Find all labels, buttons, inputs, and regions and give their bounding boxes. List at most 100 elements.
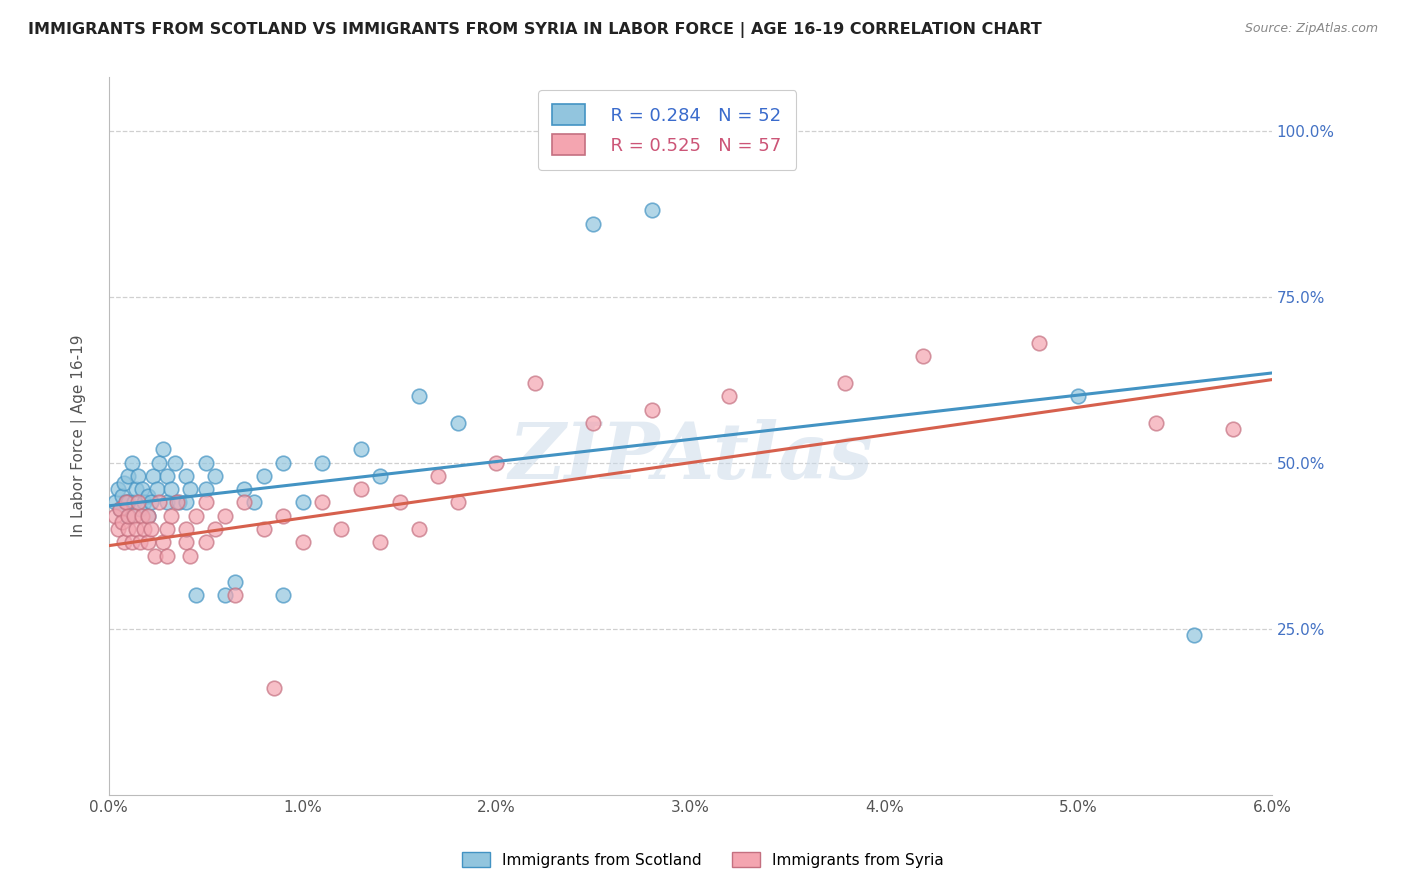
Point [214,508,236,523]
Point [233,482,256,496]
Point [159,482,181,496]
Text: Source: ZipAtlas.com: Source: ZipAtlas.com [1244,22,1378,36]
Point [111,516,134,530]
Point [166,495,188,509]
Point [141,522,163,536]
Point [204,469,226,483]
Point [311,495,333,509]
Point [718,389,741,403]
Point [582,416,605,430]
Point [136,489,159,503]
Point [110,502,132,516]
Point [136,508,159,523]
Point [132,495,155,509]
Point [582,217,605,231]
Point [125,482,148,496]
Point [350,482,373,496]
Point [156,495,179,509]
Point [136,508,159,523]
Point [224,575,246,590]
Point [117,508,139,523]
Point [117,469,139,483]
Point [447,416,470,430]
Point [427,469,450,483]
Point [253,469,276,483]
Point [112,475,135,490]
Point [112,535,135,549]
Point [194,535,217,549]
Text: ZIPAtlas: ZIPAtlas [508,419,873,496]
Point [224,589,246,603]
Point [350,442,373,457]
Point [132,522,155,536]
Point [330,522,353,536]
Point [640,203,662,218]
Point [176,522,198,536]
Point [152,442,174,457]
Point [131,508,153,523]
Point [143,549,166,563]
Point [194,456,217,470]
Point [117,495,139,509]
Point [1067,389,1090,403]
Point [103,508,125,523]
Legend:   R = 0.284   N = 52,   R = 0.525   N = 57: R = 0.284 N = 52, R = 0.525 N = 57 [538,90,796,169]
Point [1144,416,1167,430]
Text: IMMIGRANTS FROM SCOTLAND VS IMMIGRANTS FROM SYRIA IN LABOR FORCE | AGE 16-19 COR: IMMIGRANTS FROM SCOTLAND VS IMMIGRANTS F… [28,22,1042,38]
Point [194,482,217,496]
Point [115,495,138,509]
Point [141,495,163,509]
Point [136,535,159,549]
Point [233,495,256,509]
Legend: Immigrants from Scotland, Immigrants from Syria: Immigrants from Scotland, Immigrants fro… [454,844,952,875]
Point [194,495,217,509]
Point [524,376,547,390]
Point [110,502,132,516]
Point [184,508,207,523]
Point [117,508,139,523]
Point [142,469,165,483]
Point [103,495,125,509]
Point [131,482,153,496]
Point [271,589,294,603]
Point [115,495,138,509]
Point [485,456,508,470]
Point [127,469,149,483]
Point [152,535,174,549]
Y-axis label: In Labor Force | Age 16-19: In Labor Force | Age 16-19 [72,334,87,537]
Point [1222,422,1244,436]
Point [148,495,170,509]
Point [368,469,391,483]
Point [291,535,314,549]
Point [834,376,856,390]
Point [243,495,266,509]
Point [179,482,201,496]
Point [176,495,198,509]
Point [179,549,201,563]
Point [159,508,181,523]
Point [111,489,134,503]
Point [640,402,662,417]
Point [388,495,411,509]
Point [122,495,145,509]
Point [1182,628,1205,642]
Point [204,522,226,536]
Point [156,549,179,563]
Point [148,456,170,470]
Point [167,495,190,509]
Point [263,681,285,696]
Point [911,350,934,364]
Point [128,502,150,516]
Point [271,508,294,523]
Point [408,522,430,536]
Point [447,495,470,509]
Point [368,535,391,549]
Point [253,522,276,536]
Point [1028,336,1050,351]
Point [107,482,129,496]
Point [408,389,430,403]
Point [176,535,198,549]
Point [121,535,143,549]
Point [176,469,198,483]
Point [128,535,150,549]
